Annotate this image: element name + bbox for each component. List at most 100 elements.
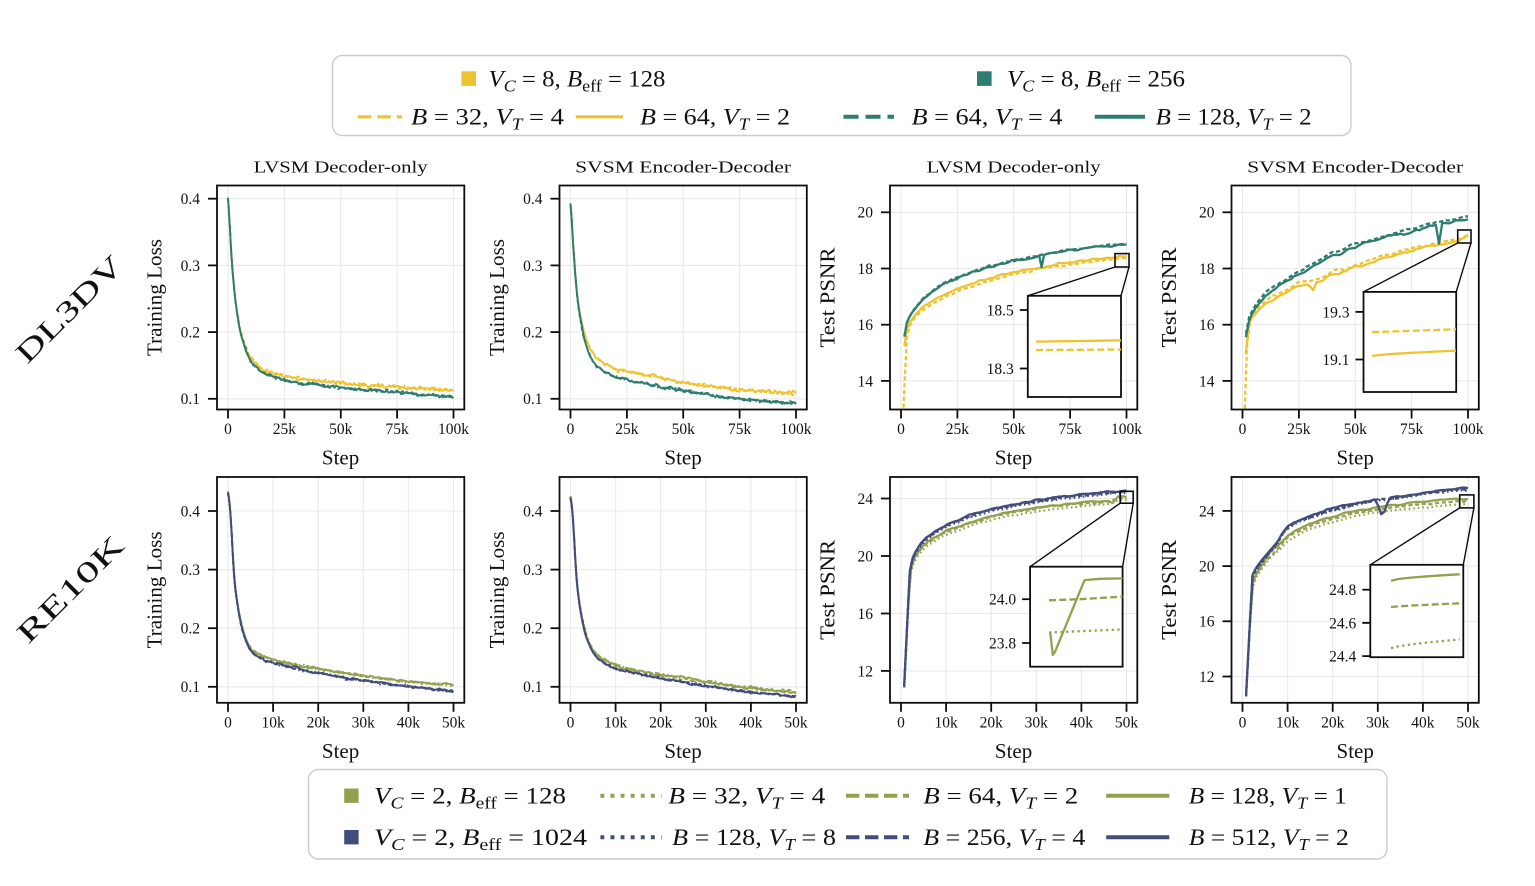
- svg-text:Step: Step: [995, 446, 1032, 470]
- svg-text:25k: 25k: [1287, 421, 1311, 438]
- svg-text:75k: 75k: [1058, 421, 1082, 438]
- svg-text:0.2: 0.2: [523, 325, 542, 342]
- svg-text:0: 0: [897, 421, 905, 438]
- svg-text:18.3: 18.3: [987, 361, 1014, 378]
- svg-text:0.3: 0.3: [181, 258, 201, 275]
- svg-text:Step: Step: [664, 739, 701, 763]
- svg-text:B = 32, VT = 4: B = 32, VT = 4: [411, 104, 565, 133]
- svg-text:19.1: 19.1: [1322, 352, 1349, 369]
- svg-text:0.2: 0.2: [181, 325, 200, 342]
- svg-text:B = 32, VT = 4: B = 32, VT = 4: [668, 784, 826, 813]
- svg-text:Step: Step: [1337, 739, 1374, 763]
- svg-text:0.2: 0.2: [181, 621, 200, 638]
- svg-text:20k: 20k: [980, 714, 1004, 731]
- svg-text:SVSM Encoder-Decoder: SVSM Encoder-Decoder: [575, 158, 791, 177]
- svg-text:B = 512, VT = 2: B = 512, VT = 2: [1189, 825, 1349, 854]
- svg-text:0: 0: [224, 421, 232, 438]
- svg-text:30k: 30k: [352, 714, 376, 731]
- svg-text:50k: 50k: [784, 714, 808, 731]
- svg-text:0.1: 0.1: [523, 679, 542, 696]
- svg-text:0.4: 0.4: [523, 191, 543, 208]
- svg-text:0.3: 0.3: [523, 258, 543, 275]
- svg-text:16: 16: [1199, 317, 1215, 334]
- svg-text:40k: 40k: [397, 714, 421, 731]
- svg-text:Step: Step: [322, 739, 359, 763]
- svg-text:24.0: 24.0: [989, 592, 1016, 609]
- svg-text:24.6: 24.6: [1329, 615, 1356, 632]
- svg-text:50k: 50k: [1115, 714, 1139, 731]
- svg-text:Test PSNR: Test PSNR: [816, 540, 840, 640]
- svg-text:10k: 10k: [604, 714, 628, 731]
- svg-text:25k: 25k: [615, 421, 639, 438]
- svg-text:SVSM Encoder-Decoder: SVSM Encoder-Decoder: [1247, 158, 1463, 177]
- svg-text:Training Loss: Training Loss: [143, 531, 167, 648]
- svg-text:50k: 50k: [329, 421, 353, 438]
- svg-text:B = 64, VT = 2: B = 64, VT = 2: [640, 104, 790, 133]
- svg-text:0.1: 0.1: [181, 679, 200, 696]
- svg-text:Step: Step: [995, 739, 1032, 763]
- svg-text:LVSM Decoder-only: LVSM Decoder-only: [254, 158, 429, 177]
- svg-text:VC = 2, Beff = 128: VC = 2, Beff = 128: [374, 784, 566, 813]
- svg-text:B = 128, VT = 2: B = 128, VT = 2: [1156, 104, 1312, 133]
- svg-text:12: 12: [1199, 669, 1215, 686]
- svg-text:0.4: 0.4: [181, 191, 201, 208]
- svg-text:B = 128, VT = 8: B = 128, VT = 8: [672, 825, 836, 854]
- svg-text:B = 256, VT = 4: B = 256, VT = 4: [923, 825, 1086, 854]
- svg-text:19.3: 19.3: [1322, 304, 1349, 321]
- svg-text:16: 16: [1199, 614, 1215, 631]
- svg-text:100k: 100k: [438, 421, 469, 438]
- svg-text:Training Loss: Training Loss: [485, 531, 509, 648]
- svg-text:50k: 50k: [672, 421, 696, 438]
- svg-text:20: 20: [1199, 559, 1215, 576]
- svg-text:24: 24: [858, 491, 874, 508]
- svg-text:0: 0: [567, 421, 575, 438]
- svg-text:25k: 25k: [273, 421, 297, 438]
- svg-text:LVSM Decoder-only: LVSM Decoder-only: [927, 158, 1102, 177]
- svg-text:Step: Step: [664, 446, 701, 470]
- svg-text:0.2: 0.2: [523, 621, 542, 638]
- svg-text:0: 0: [1239, 714, 1247, 731]
- svg-text:Test PSNR: Test PSNR: [1157, 540, 1181, 640]
- svg-text:40k: 40k: [1411, 714, 1435, 731]
- svg-text:0: 0: [567, 714, 575, 731]
- svg-text:Test PSNR: Test PSNR: [816, 248, 840, 348]
- svg-text:18: 18: [1199, 261, 1215, 278]
- svg-text:20: 20: [858, 205, 874, 222]
- svg-text:100k: 100k: [1453, 421, 1484, 438]
- svg-text:30k: 30k: [1025, 714, 1049, 731]
- svg-text:B = 64, VT = 4: B = 64, VT = 4: [912, 104, 1064, 133]
- svg-text:24: 24: [1199, 503, 1215, 520]
- svg-text:20: 20: [1199, 205, 1215, 222]
- svg-text:30k: 30k: [694, 714, 718, 731]
- svg-text:30k: 30k: [1366, 714, 1390, 731]
- svg-text:23.8: 23.8: [989, 635, 1016, 652]
- svg-text:20k: 20k: [307, 714, 331, 731]
- svg-text:Step: Step: [1337, 446, 1374, 470]
- svg-text:B = 64, VT = 2: B = 64, VT = 2: [923, 784, 1078, 813]
- svg-text:50k: 50k: [1456, 714, 1480, 731]
- svg-text:16: 16: [858, 317, 874, 334]
- svg-text:25k: 25k: [946, 421, 970, 438]
- svg-text:12: 12: [858, 663, 874, 680]
- svg-text:14: 14: [858, 373, 874, 390]
- svg-text:10k: 10k: [1276, 714, 1300, 731]
- svg-text:100k: 100k: [781, 421, 812, 438]
- svg-text:0: 0: [1239, 421, 1247, 438]
- svg-text:50k: 50k: [1344, 421, 1368, 438]
- svg-text:24.4: 24.4: [1329, 649, 1356, 666]
- svg-text:75k: 75k: [728, 421, 752, 438]
- svg-text:Step: Step: [322, 446, 359, 470]
- svg-text:Training Loss: Training Loss: [485, 239, 509, 356]
- svg-text:18: 18: [858, 261, 874, 278]
- svg-text:Training Loss: Training Loss: [143, 239, 167, 356]
- svg-text:40k: 40k: [739, 714, 763, 731]
- svg-text:0.3: 0.3: [523, 562, 543, 579]
- svg-text:Test PSNR: Test PSNR: [1157, 248, 1181, 348]
- svg-text:14: 14: [1199, 373, 1215, 390]
- svg-text:40k: 40k: [1070, 714, 1094, 731]
- svg-text:16: 16: [858, 606, 874, 623]
- svg-text:75k: 75k: [385, 421, 409, 438]
- svg-text:0: 0: [897, 714, 905, 731]
- svg-text:0.4: 0.4: [523, 503, 543, 520]
- svg-text:50k: 50k: [1002, 421, 1026, 438]
